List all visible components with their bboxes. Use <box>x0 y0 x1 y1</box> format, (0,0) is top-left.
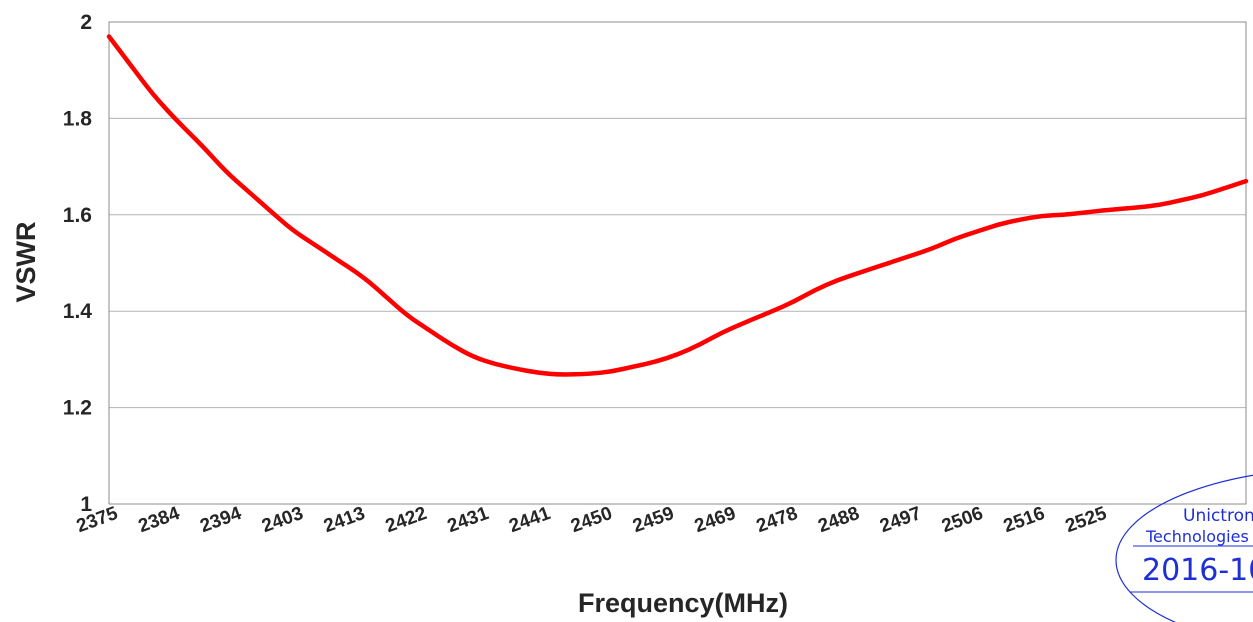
x-tick-label: 2506 <box>939 503 986 537</box>
x-tick-label: 2497 <box>877 503 924 537</box>
x-tick-label: 2478 <box>754 503 801 537</box>
company-stamp: Unictron Technologies 2016-10- <box>1115 474 1253 622</box>
x-tick-label: 2394 <box>197 503 244 537</box>
stamp-date: 2016-10- <box>1142 553 1253 588</box>
stamp-border <box>1115 474 1253 622</box>
y-tick-label: 1.8 <box>63 107 93 130</box>
x-tick-label: 2450 <box>568 503 615 537</box>
x-tick-label: 2469 <box>692 503 739 537</box>
y-tick-label: 2 <box>80 11 92 34</box>
x-tick-labels: 2375 2384 2394 2403 2413 2422 2431 2441 2450 2459… <box>74 503 1110 537</box>
y-tick-label: 1.2 <box>63 397 92 420</box>
x-tick-label: 2431 <box>445 503 492 537</box>
stamp-line2: Technologies <box>1145 527 1249 546</box>
y-tick-labels: 1 1.2 1.4 1.6 1.8 2 <box>63 11 93 516</box>
x-tick-label: 2413 <box>321 503 368 537</box>
x-tick-label: 2403 <box>259 503 306 537</box>
x-tick-label: 2384 <box>136 503 183 537</box>
x-tick-label: 2525 <box>1063 503 1110 537</box>
y-tick-label: 1 <box>80 493 92 516</box>
plot-area-frame <box>108 21 1247 505</box>
x-tick-label: 2459 <box>630 503 677 537</box>
x-tick-label: 2516 <box>1001 503 1048 537</box>
stamp-company: Unictron <box>1183 506 1253 526</box>
x-tick-label: 2488 <box>815 503 862 537</box>
y-tick-label: 1.6 <box>63 204 92 227</box>
y-axis-title: VSWR <box>11 222 41 303</box>
vswr-series-line <box>106 34 1249 377</box>
grid-lines <box>109 21 1246 505</box>
x-tick-label: 2441 <box>506 503 553 537</box>
x-tick-label: 2422 <box>383 503 430 537</box>
x-axis-title: Frequency(MHz) <box>578 588 788 618</box>
y-tick-label: 1.4 <box>63 300 93 323</box>
